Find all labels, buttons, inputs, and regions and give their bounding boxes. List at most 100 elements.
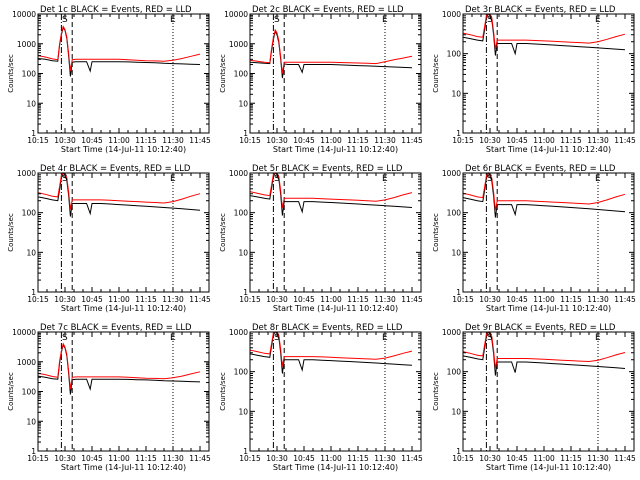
x-tick-label: 10:45 bbox=[506, 295, 528, 304]
x-tick-label: 10:45 bbox=[81, 454, 103, 463]
plot-frame bbox=[462, 13, 635, 134]
x-tick-label: 11:00 bbox=[108, 295, 130, 304]
x-tick-label: 10:45 bbox=[506, 136, 528, 145]
x-tick-label: 10:45 bbox=[293, 136, 315, 145]
end-marker: E bbox=[382, 15, 388, 25]
x-tick-label: 11:45 bbox=[189, 295, 211, 304]
y-tick-label: 1 bbox=[456, 288, 461, 297]
y-tick-label: 1 bbox=[31, 288, 36, 297]
start-marker: S bbox=[274, 333, 280, 343]
y-axis-label: Counts/sec bbox=[7, 54, 15, 93]
y-tick-label: 100 bbox=[234, 368, 249, 377]
x-tick-label: 11:30 bbox=[587, 136, 609, 145]
x-tick-label: 10:45 bbox=[293, 454, 315, 463]
x-tick-label: 11:45 bbox=[189, 136, 211, 145]
y-tick-label: 10 bbox=[451, 248, 461, 257]
x-tick-label: 11:30 bbox=[374, 295, 396, 304]
y-tick-label: 1000 bbox=[229, 40, 248, 49]
y-tick-label: 10 bbox=[26, 99, 36, 108]
x-tick-label: 10:45 bbox=[81, 295, 103, 304]
y-tick-label: 100 bbox=[447, 209, 462, 218]
y-axis-label: Counts/sec bbox=[219, 372, 227, 411]
lld-series-line bbox=[249, 172, 413, 209]
y-tick-label: 10 bbox=[26, 417, 36, 426]
x-tick-label: 11:45 bbox=[401, 136, 423, 145]
y-axis-label: Counts/sec bbox=[432, 372, 440, 411]
y-tick-label: 10000 bbox=[12, 10, 36, 19]
x-tick-label: 11:30 bbox=[162, 295, 184, 304]
y-axis-label: Counts/sec bbox=[7, 372, 15, 411]
start-marker: S bbox=[487, 174, 493, 184]
x-tick-label: 10:45 bbox=[81, 136, 103, 145]
end-marker: E bbox=[595, 174, 601, 184]
x-axis-label: Start Time (14-Jul-11 10:12:40) bbox=[273, 145, 398, 154]
x-tick-label: 11:15 bbox=[135, 454, 157, 463]
x-axis-label: Start Time (14-Jul-11 10:12:40) bbox=[486, 304, 611, 313]
y-tick-label: 1 bbox=[31, 129, 36, 138]
x-tick-label: 11:00 bbox=[320, 295, 342, 304]
y-tick-label: 1000 bbox=[442, 10, 461, 19]
y-tick-label: 1 bbox=[243, 129, 248, 138]
x-tick-label: 11:45 bbox=[401, 454, 423, 463]
x-tick-label: 11:00 bbox=[108, 136, 130, 145]
y-tick-label: 100 bbox=[234, 209, 249, 218]
chart-title: Det 3r BLACK = Events, RED = LLD bbox=[465, 5, 616, 15]
x-tick-label: 10:30 bbox=[479, 136, 501, 145]
lld-series-line bbox=[249, 331, 413, 367]
y-axis-label: Counts/sec bbox=[432, 54, 440, 93]
y-tick-label: 1000 bbox=[17, 358, 36, 367]
end-marker: E bbox=[382, 174, 388, 184]
y-axis-label: Counts/sec bbox=[219, 54, 227, 93]
x-tick-label: 11:00 bbox=[108, 454, 130, 463]
y-tick-label: 10 bbox=[451, 89, 461, 98]
x-tick-label: 11:45 bbox=[614, 454, 636, 463]
y-tick-label: 100 bbox=[22, 70, 37, 79]
end-marker: E bbox=[595, 15, 601, 25]
x-tick-label: 11:45 bbox=[614, 295, 636, 304]
x-tick-label: 11:00 bbox=[320, 454, 342, 463]
x-tick-label: 11:15 bbox=[347, 454, 369, 463]
x-tick-label: 10:30 bbox=[54, 454, 76, 463]
x-tick-label: 11:15 bbox=[560, 295, 582, 304]
lld-series-line bbox=[37, 342, 201, 390]
x-axis-label: Start Time (14-Jul-11 10:12:40) bbox=[486, 463, 611, 472]
lld-series-line bbox=[37, 172, 201, 210]
x-tick-label: 11:00 bbox=[320, 136, 342, 145]
x-axis-label: Start Time (14-Jul-11 10:12:40) bbox=[61, 304, 186, 313]
lld-series-line bbox=[462, 13, 626, 50]
x-axis-label: Start Time (14-Jul-11 10:12:40) bbox=[61, 145, 186, 154]
start-marker: S bbox=[62, 174, 68, 184]
y-tick-label: 1 bbox=[456, 447, 461, 456]
lld-series-line bbox=[249, 28, 413, 74]
lld-series-line bbox=[37, 25, 201, 72]
y-tick-label: 1000 bbox=[17, 169, 36, 178]
x-tick-label: 11:30 bbox=[162, 136, 184, 145]
x-tick-label: 10:15 bbox=[239, 295, 261, 304]
y-axis-label: Counts/sec bbox=[7, 213, 15, 252]
x-tick-label: 11:15 bbox=[560, 454, 582, 463]
chart-title: Det 4r BLACK = Events, RED = LLD bbox=[40, 164, 191, 174]
x-tick-label: 11:15 bbox=[347, 136, 369, 145]
lld-series-line bbox=[462, 331, 626, 369]
end-marker: E bbox=[170, 15, 176, 25]
chart-title: Det 1c BLACK = Events, RED = LLD bbox=[40, 5, 192, 15]
chart-title: Det 5r BLACK = Events, RED = LLD bbox=[252, 164, 403, 174]
y-tick-label: 10 bbox=[238, 407, 248, 416]
plot-frame bbox=[249, 172, 422, 293]
y-axis-label: Counts/sec bbox=[432, 213, 440, 252]
y-tick-label: 1000 bbox=[17, 40, 36, 49]
start-marker: S bbox=[487, 333, 493, 343]
x-tick-label: 11:45 bbox=[189, 454, 211, 463]
chart-title: Det 9r BLACK = Events, RED = LLD bbox=[465, 323, 616, 333]
chart-title: Det 8r BLACK = Events, RED = LLD bbox=[252, 323, 403, 333]
x-tick-label: 10:30 bbox=[266, 136, 288, 145]
x-tick-label: 10:15 bbox=[452, 295, 474, 304]
y-tick-label: 10000 bbox=[12, 328, 36, 337]
